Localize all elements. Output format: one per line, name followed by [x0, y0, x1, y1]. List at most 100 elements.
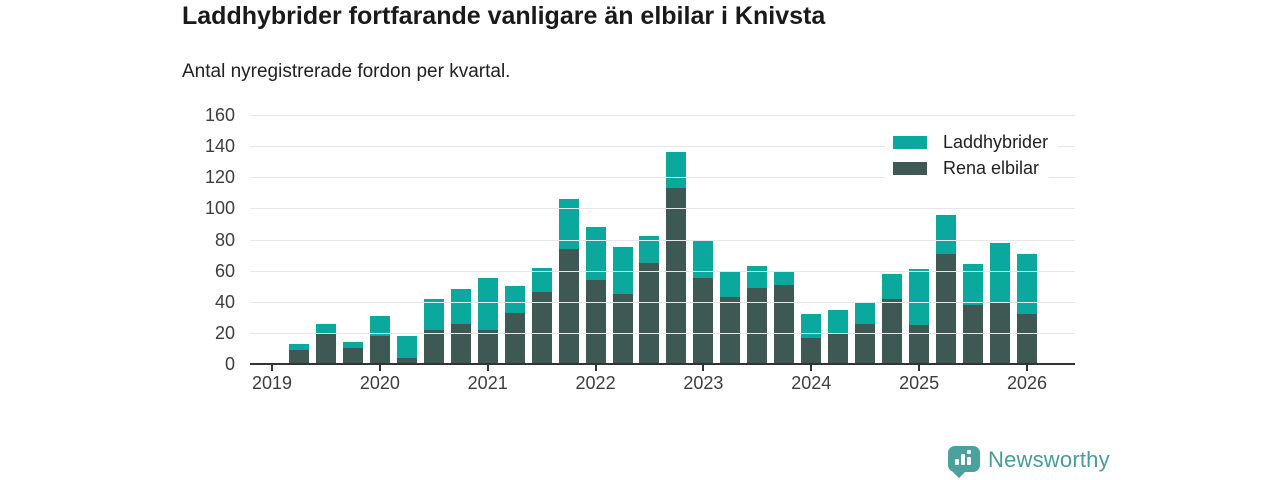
bar-rena-elbilar: [774, 284, 795, 364]
x-axis-tick: [594, 365, 597, 371]
bar-laddhybrider: [342, 342, 363, 349]
y-axis-tick-label: 20: [214, 322, 235, 343]
bar-laddhybrider: [450, 289, 471, 324]
y-axis-tick-label: 120: [204, 167, 235, 188]
bar-rena-elbilar: [504, 312, 525, 364]
bar-rena-elbilar: [477, 329, 498, 364]
legend-item-laddhybrider: Laddhybrider: [885, 130, 1059, 155]
legend-swatch-laddhybrider: [893, 136, 927, 149]
legend-item-rena-elbilar: Rena elbilar: [885, 156, 1050, 181]
bar-laddhybrider: [531, 267, 552, 293]
y-axis-tick-label: 40: [214, 291, 235, 312]
y-axis-tick-label: 60: [214, 260, 235, 281]
bar-rena-elbilar: [342, 348, 363, 364]
bar-rena-elbilar: [450, 323, 471, 364]
bar-laddhybrider: [936, 214, 957, 254]
bar-laddhybrider: [963, 264, 984, 305]
bar-rena-elbilar: [666, 188, 687, 364]
bar-laddhybrider: [666, 152, 687, 189]
bar-rena-elbilar: [828, 334, 849, 364]
x-axis-year-label: 2020: [359, 373, 400, 393]
bar-laddhybrider: [855, 301, 876, 324]
x-axis-year-label: 2022: [575, 373, 616, 393]
x-axis-year-label: 2021: [467, 373, 508, 393]
bar-rena-elbilar: [801, 337, 822, 364]
chart-subtitle: Antal nyregistrerade fordon per kvartal.: [182, 61, 511, 82]
gridline-y140: [250, 146, 1075, 148]
x-axis-year-label: 2023: [683, 373, 724, 393]
bar-laddhybrider: [747, 265, 768, 288]
bar-chart-icon: [955, 459, 959, 465]
bar-rena-elbilar: [936, 253, 957, 364]
x-axis-year-label: 2026: [1006, 373, 1047, 393]
bar-laddhybrider: [315, 323, 336, 333]
bar-laddhybrider: [585, 227, 606, 280]
bar-laddhybrider: [639, 236, 660, 263]
x-axis-year-label: 2024: [791, 373, 832, 393]
bar-laddhybrider: [801, 314, 822, 338]
bar-laddhybrider: [693, 239, 714, 279]
gridline-y60: [250, 270, 1075, 272]
bar-rena-elbilar: [855, 323, 876, 364]
x-axis-year-label: 2019: [251, 373, 293, 393]
y-axis-tick-label: 100: [204, 198, 235, 219]
newsworthy-logo-icon: [948, 446, 980, 479]
bar-rena-elbilar: [423, 329, 444, 364]
bar-chart-icon: [961, 454, 965, 465]
legend-swatch-rena-elbilar: [893, 162, 927, 175]
x-axis-tick: [378, 365, 381, 371]
x-axis-line: [250, 363, 1075, 365]
bar-rena-elbilar: [288, 349, 309, 364]
x-axis-tick: [918, 365, 921, 371]
bar-rena-elbilar: [585, 279, 606, 364]
gridline-y120: [250, 177, 1075, 179]
bar-rena-elbilar: [963, 304, 984, 364]
gridline-y20: [250, 332, 1075, 334]
newsworthy-wordmark: Newsworthy: [988, 446, 1110, 472]
bar-laddhybrider: [477, 278, 498, 330]
bar-laddhybrider: [396, 335, 417, 358]
x-axis-tick: [702, 365, 705, 371]
gridline-y40: [250, 301, 1075, 303]
x-axis-year-label: 2025: [899, 373, 940, 393]
bar-rena-elbilar: [693, 278, 714, 364]
bar-laddhybrider: [720, 272, 741, 298]
newsworthy-logo: Newsworthy: [948, 446, 1110, 479]
bar-rena-elbilar: [1016, 314, 1037, 364]
bar-rena-elbilar: [396, 357, 417, 364]
bar-rena-elbilar: [639, 262, 660, 364]
legend-label: Rena elbilar: [943, 158, 1040, 178]
bar-laddhybrider: [774, 270, 795, 285]
bar-laddhybrider: [423, 298, 444, 330]
bar-rena-elbilar: [909, 325, 930, 364]
bar-rena-elbilar: [612, 293, 633, 364]
x-axis-tick: [1025, 365, 1028, 371]
x-axis-tick: [271, 365, 273, 371]
bar-rena-elbilar: [369, 335, 390, 364]
bar-rena-elbilar: [531, 292, 552, 364]
bar-laddhybrider: [369, 315, 390, 336]
gridline-y160: [250, 115, 1075, 116]
bar-rena-elbilar: [747, 287, 768, 364]
bar-rena-elbilar: [720, 297, 741, 364]
y-axis-tick-label: 0: [224, 354, 235, 374]
bar-rena-elbilar: [882, 298, 903, 364]
bar-laddhybrider: [828, 309, 849, 335]
y-axis-tick-label: 80: [214, 229, 235, 250]
bar-laddhybrider: [882, 273, 903, 299]
y-axis-tick-label: 140: [204, 136, 235, 157]
bar-laddhybrider: [558, 199, 579, 249]
bar-rena-elbilar: [315, 332, 336, 364]
bar-laddhybrider: [288, 343, 309, 350]
bar-laddhybrider: [909, 269, 930, 326]
bar-laddhybrider: [990, 242, 1011, 304]
x-axis-tick: [810, 365, 813, 371]
bar-chart-icon: [967, 450, 971, 454]
y-axis-tick-label: 160: [204, 105, 235, 125]
legend-label: Laddhybrider: [943, 132, 1049, 152]
bar-laddhybrider: [1016, 253, 1037, 315]
gridline-y100: [250, 208, 1075, 210]
x-axis-tick: [486, 365, 489, 371]
bar-chart-icon: [967, 457, 971, 465]
